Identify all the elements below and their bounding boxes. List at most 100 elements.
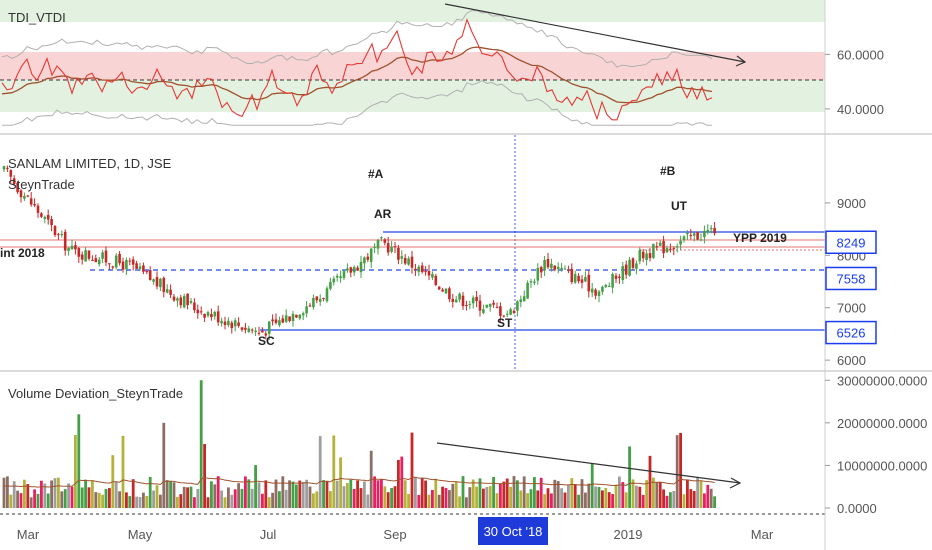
candle-body [213,312,217,317]
price-level-label: 6526 [837,326,866,341]
price-tick-label: 7000 [837,301,866,316]
candle-body [84,250,87,262]
volume-bar [584,492,587,508]
volume-bar [312,493,315,508]
tdi-title: TDI_VTDI [8,10,66,25]
tdi-lower-green-zone [0,80,825,112]
volume-bar [36,493,40,508]
candle-body [335,275,339,278]
candle-body [590,288,594,293]
volume-bar [403,480,407,508]
volume-bar [641,494,645,508]
volume-bar [339,457,342,508]
volume-bar [638,486,642,508]
candle-body [318,298,322,302]
candle-body [206,312,210,316]
volume-bar [509,486,512,508]
volume-bar [332,435,336,508]
annotation-b: #B [660,164,676,178]
volume-bar [220,490,223,508]
candle-body [74,245,77,250]
volume-bar [57,477,60,508]
volume-bar [597,486,601,508]
volume-bar [60,491,64,508]
candle-body [441,289,444,292]
candle-body [281,318,285,323]
volume-bar [233,489,237,508]
candle-body [53,226,57,236]
price-level-box [825,266,877,291]
volume-bar [672,491,676,508]
candle-body [315,296,319,301]
volume-bar [618,476,621,508]
volume-bar [40,480,43,508]
candle-body [196,309,200,314]
volume-bar [162,422,166,508]
candle-body [675,246,679,248]
volume-bar [84,479,87,508]
candle-body [179,297,183,306]
candle-body [577,275,580,282]
candle-body [138,266,142,269]
candle-body [386,243,390,253]
candle-body [104,250,108,263]
volume-bar [176,496,179,508]
candle-body [274,319,278,323]
candle-body [26,195,30,197]
volume-bar [114,482,118,508]
candle-body [621,266,625,281]
volume-bar [325,480,329,508]
volume-bar [482,488,485,508]
tdi-signal-line [1,46,713,104]
time-axis-label: May [128,527,153,542]
volume-tick-label: 0.0000 [837,501,877,516]
volume-bar [359,488,363,508]
volume-bar [492,476,495,508]
volume-bar [335,480,339,508]
candle-body [118,253,121,264]
volume-bar [363,481,366,508]
volume-bar [301,481,305,508]
volume-bar [526,493,529,508]
candle-body [159,278,162,288]
candle-body [264,333,268,336]
volume-bar [488,486,492,508]
volume-bar [356,480,359,508]
candle-body [665,248,669,253]
price-level-box [825,230,877,255]
volume-bar [366,494,370,508]
volume-bar [295,484,298,508]
volume-bar [23,479,26,508]
volume-bar [529,489,533,508]
volume-bar [631,479,635,508]
volume-bar [533,477,536,508]
volume-bar [182,486,186,508]
volume-bar [652,477,655,508]
volume-bar [461,476,465,508]
candle-body [131,259,135,265]
candle-body [696,231,699,240]
volume-bar [546,488,550,508]
candle-body [648,253,652,259]
price-level-labels: 8249 7558 6526 [825,230,877,345]
candle-body [346,268,349,271]
volume-bar [125,492,128,508]
price-title: SANLAM LIMITED, 1D, JSE [8,156,172,171]
volume-bar [118,491,121,508]
volume-bar [383,486,387,508]
volume-tick-label: 30000000.0000 [837,373,927,388]
time-axis-label: Jul [260,527,277,542]
volume-bar [410,432,414,508]
volume-bar [196,488,200,508]
candle-body [397,247,400,260]
candle-body [570,268,574,283]
candle-body [669,248,672,250]
volume-bar [172,482,176,508]
volume-bar [26,484,30,508]
volume-bar [16,490,19,508]
candle-body [679,240,682,245]
candle-body [145,270,149,273]
tdi-red-zone [0,52,825,80]
candle-body [33,204,36,206]
